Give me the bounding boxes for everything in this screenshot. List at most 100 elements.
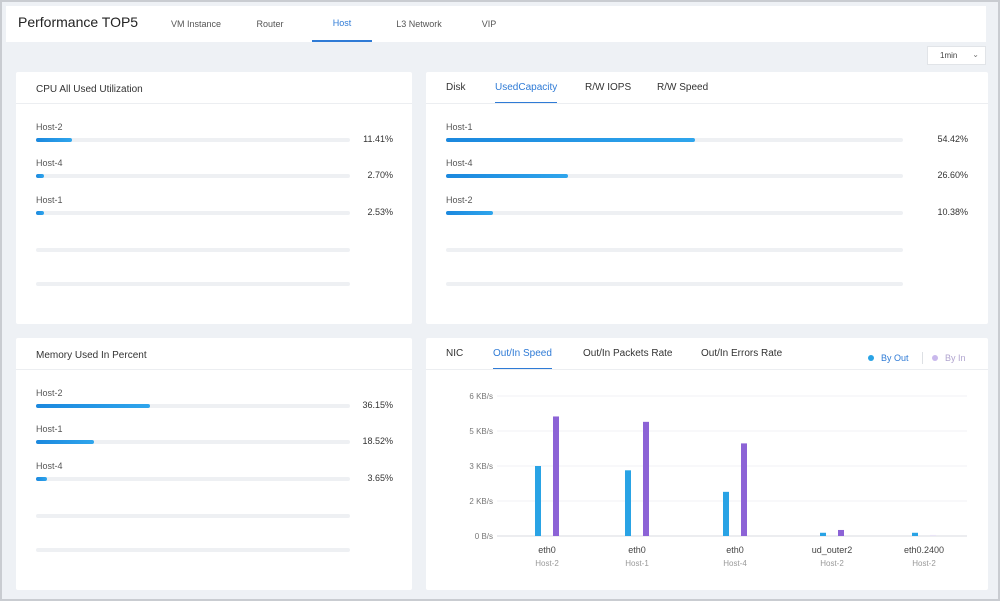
progress-track xyxy=(36,440,350,444)
page-title: Performance TOP5 xyxy=(18,14,139,30)
chart-bar-out[interactable] xyxy=(535,466,541,536)
tab-out-in-speed[interactable]: Out/In Speed xyxy=(493,338,552,369)
chart-bar-in[interactable] xyxy=(838,529,844,536)
progress-fill xyxy=(446,138,695,142)
host-name: Host-4 xyxy=(446,158,473,168)
progress-track xyxy=(36,477,350,481)
host-name: Host-2 xyxy=(36,388,63,398)
usage-value: 10.38% xyxy=(937,207,968,217)
x-category-label: eth0 xyxy=(538,545,556,555)
tab-rw-iops[interactable]: R/W IOPS xyxy=(585,82,632,93)
progress-fill xyxy=(36,477,48,481)
top-header: Performance TOP5 VM Instance Router Host… xyxy=(6,6,986,42)
host-name: Host-1 xyxy=(36,195,63,205)
tab-out-in-errors-rate[interactable]: Out/In Errors Rate xyxy=(701,348,783,359)
tab-nic[interactable]: NIC xyxy=(446,348,464,359)
chart-bar-out[interactable] xyxy=(912,532,918,536)
usage-value: 54.42% xyxy=(937,134,968,144)
host-name: Host-1 xyxy=(36,424,63,434)
x-subcategory-label: Host-2 xyxy=(535,559,559,568)
divider xyxy=(922,352,923,364)
empty-progress-track xyxy=(446,282,903,286)
progress-fill xyxy=(36,404,150,408)
divider xyxy=(426,369,988,370)
progress-track xyxy=(36,211,350,215)
progress-fill xyxy=(36,174,45,178)
x-category-label: eth0 xyxy=(726,545,744,555)
progress-track xyxy=(446,138,903,142)
legend-dot-icon xyxy=(932,355,938,361)
host-name: Host-4 xyxy=(36,158,63,168)
x-category-label: eth0 xyxy=(628,545,646,555)
cpu-card-title: CPU All Used Utilization xyxy=(36,84,143,95)
disk-card: Disk UsedCapacity R/W IOPS R/W Speed Hos… xyxy=(426,72,988,324)
tab-vm-instance[interactable]: VM Instance xyxy=(170,19,222,29)
host-name: Host-1 xyxy=(446,122,473,132)
legend-label: By In xyxy=(945,353,966,363)
progress-track xyxy=(446,211,903,215)
empty-progress-track xyxy=(36,514,350,518)
legend-by-out[interactable]: By Out xyxy=(868,353,909,363)
chart-bar-in[interactable] xyxy=(553,416,559,536)
usage-value: 18.52% xyxy=(362,436,393,446)
legend-by-in[interactable]: By In xyxy=(932,353,966,363)
nic-speed-chart: 0 B/s 2 KB/s 3 KB/s 5 KB/s 6 KB/s eth0 Host-2… xyxy=(469,392,967,568)
empty-progress-track xyxy=(36,248,350,252)
tab-disk[interactable]: Disk xyxy=(446,82,466,93)
chart-bar-in[interactable] xyxy=(741,443,747,536)
cpu-card: CPU All Used Utilization Host-2 11.41% H… xyxy=(16,72,412,324)
usage-value: 26.60% xyxy=(937,170,968,180)
chart-bar-out[interactable] xyxy=(625,470,631,536)
memory-card: Memory Used In Percent Host-2 36.15% Hos… xyxy=(16,338,412,590)
tab-vip[interactable]: VIP xyxy=(481,19,497,29)
progress-fill xyxy=(36,138,72,142)
y-tick-label: 5 KB/s xyxy=(469,427,493,436)
empty-progress-track xyxy=(36,548,350,552)
host-name: Host-4 xyxy=(36,461,63,471)
tab-router[interactable]: Router xyxy=(256,19,284,29)
nic-card: NIC Out/In Speed Out/In Packets Rate Out… xyxy=(426,338,988,590)
x-subcategory-label: Host-4 xyxy=(723,559,747,568)
usage-value: 11.41% xyxy=(363,134,393,144)
tab-rw-speed[interactable]: R/W Speed xyxy=(657,82,709,93)
host-name: Host-2 xyxy=(36,122,63,132)
y-tick-label: 6 KB/s xyxy=(469,392,493,401)
chart-bar-in[interactable] xyxy=(930,534,936,536)
usage-value: 2.70% xyxy=(367,170,393,180)
host-name: Host-2 xyxy=(446,195,473,205)
progress-fill xyxy=(36,440,95,444)
divider xyxy=(426,103,988,104)
progress-fill xyxy=(446,174,568,178)
progress-track xyxy=(36,174,350,178)
progress-track xyxy=(446,174,903,178)
y-tick-label: 2 KB/s xyxy=(469,497,493,506)
tab-l3-network[interactable]: L3 Network xyxy=(396,19,442,29)
progress-track xyxy=(36,138,350,142)
usage-value: 3.65% xyxy=(367,473,393,483)
x-subcategory-label: Host-2 xyxy=(820,559,844,568)
empty-progress-track xyxy=(446,248,903,252)
chart-bar-in[interactable] xyxy=(643,421,649,536)
y-tick-label: 3 KB/s xyxy=(469,462,493,471)
legend-label: By Out xyxy=(881,353,909,363)
progress-fill xyxy=(446,211,494,215)
empty-progress-track xyxy=(36,282,350,286)
tab-used-capacity[interactable]: UsedCapacity xyxy=(495,72,558,103)
x-category-label: eth0.2400 xyxy=(904,545,944,555)
tab-out-in-packets-rate[interactable]: Out/In Packets Rate xyxy=(583,348,673,359)
usage-value: 2.53% xyxy=(367,207,393,217)
chart-bar-out[interactable] xyxy=(723,491,729,536)
progress-track xyxy=(36,404,350,408)
divider xyxy=(16,103,412,104)
y-tick-label: 0 B/s xyxy=(475,532,493,541)
chevron-down-icon: ⌄ xyxy=(972,50,979,59)
x-category-label: ud_outer2 xyxy=(812,545,853,555)
x-subcategory-label: Host-2 xyxy=(912,559,936,568)
divider xyxy=(16,369,412,370)
tab-host[interactable]: Host xyxy=(312,6,372,42)
chart-bar-out[interactable] xyxy=(820,532,826,536)
time-range-select[interactable]: 1min ⌄ xyxy=(927,46,986,65)
legend-dot-icon xyxy=(868,355,874,361)
x-subcategory-label: Host-1 xyxy=(625,559,649,568)
